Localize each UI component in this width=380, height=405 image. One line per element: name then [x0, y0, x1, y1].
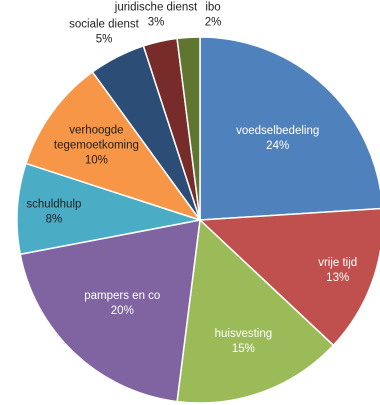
pie-label-pampers-en-co: pampers en co 20% — [84, 290, 160, 317]
pie-slice-ibo — [176, 36, 201, 221]
pie-label-sociale-dienst: sociale dienst 5% — [69, 19, 139, 46]
pie-label-huisvesting: huisvesting 15% — [215, 328, 273, 355]
pie-label-verhoogde-tegemoetkoming: verhoogde tegemoetkoming 10% — [54, 125, 139, 167]
pie-label-vrije-tijd: vrije tijd 13% — [318, 257, 357, 284]
pie-value-verhoogde-tegemoetkoming: 10% — [85, 155, 108, 167]
pie-value-schuldhulp: 8% — [46, 213, 63, 225]
pie-label-juridische-dienst: juridische dienst 3% — [114, 2, 198, 29]
pie-slice-pampers-en-co — [19, 219, 201, 403]
pie-value-juridische-dienst: 3% — [148, 17, 165, 29]
pie-value-huisvesting: 15% — [232, 343, 255, 355]
pie-label-voedselbedeling: voedselbedeling 24% — [236, 125, 319, 152]
pie-label-ibo: ibo 2% — [205, 2, 222, 29]
pie-slice-verhoogde-tegemoetkoming — [25, 70, 202, 222]
pie-slices — [16, 36, 380, 404]
pie-slice-voedselbedeling — [199, 36, 380, 221]
pie-slice-schuldhulp — [16, 162, 201, 256]
pie-value-ibo: 2% — [205, 17, 222, 29]
pie-value-voedselbedeling: 24% — [266, 140, 289, 152]
pie-slice-huisvesting — [176, 218, 335, 404]
pie-label-schuldhulp: schuldhulp 8% — [26, 198, 81, 225]
pie-value-pampers-en-co: 20% — [111, 305, 134, 317]
pie-slice-vrije-tijd — [198, 207, 380, 347]
pie-value-sociale-dienst: 5% — [96, 34, 113, 46]
pie-value-vrije-tijd: 13% — [326, 272, 349, 284]
pie-labels: voedselbedeling 24% vrije tijd 13% huisvesti… — [26, 2, 357, 356]
